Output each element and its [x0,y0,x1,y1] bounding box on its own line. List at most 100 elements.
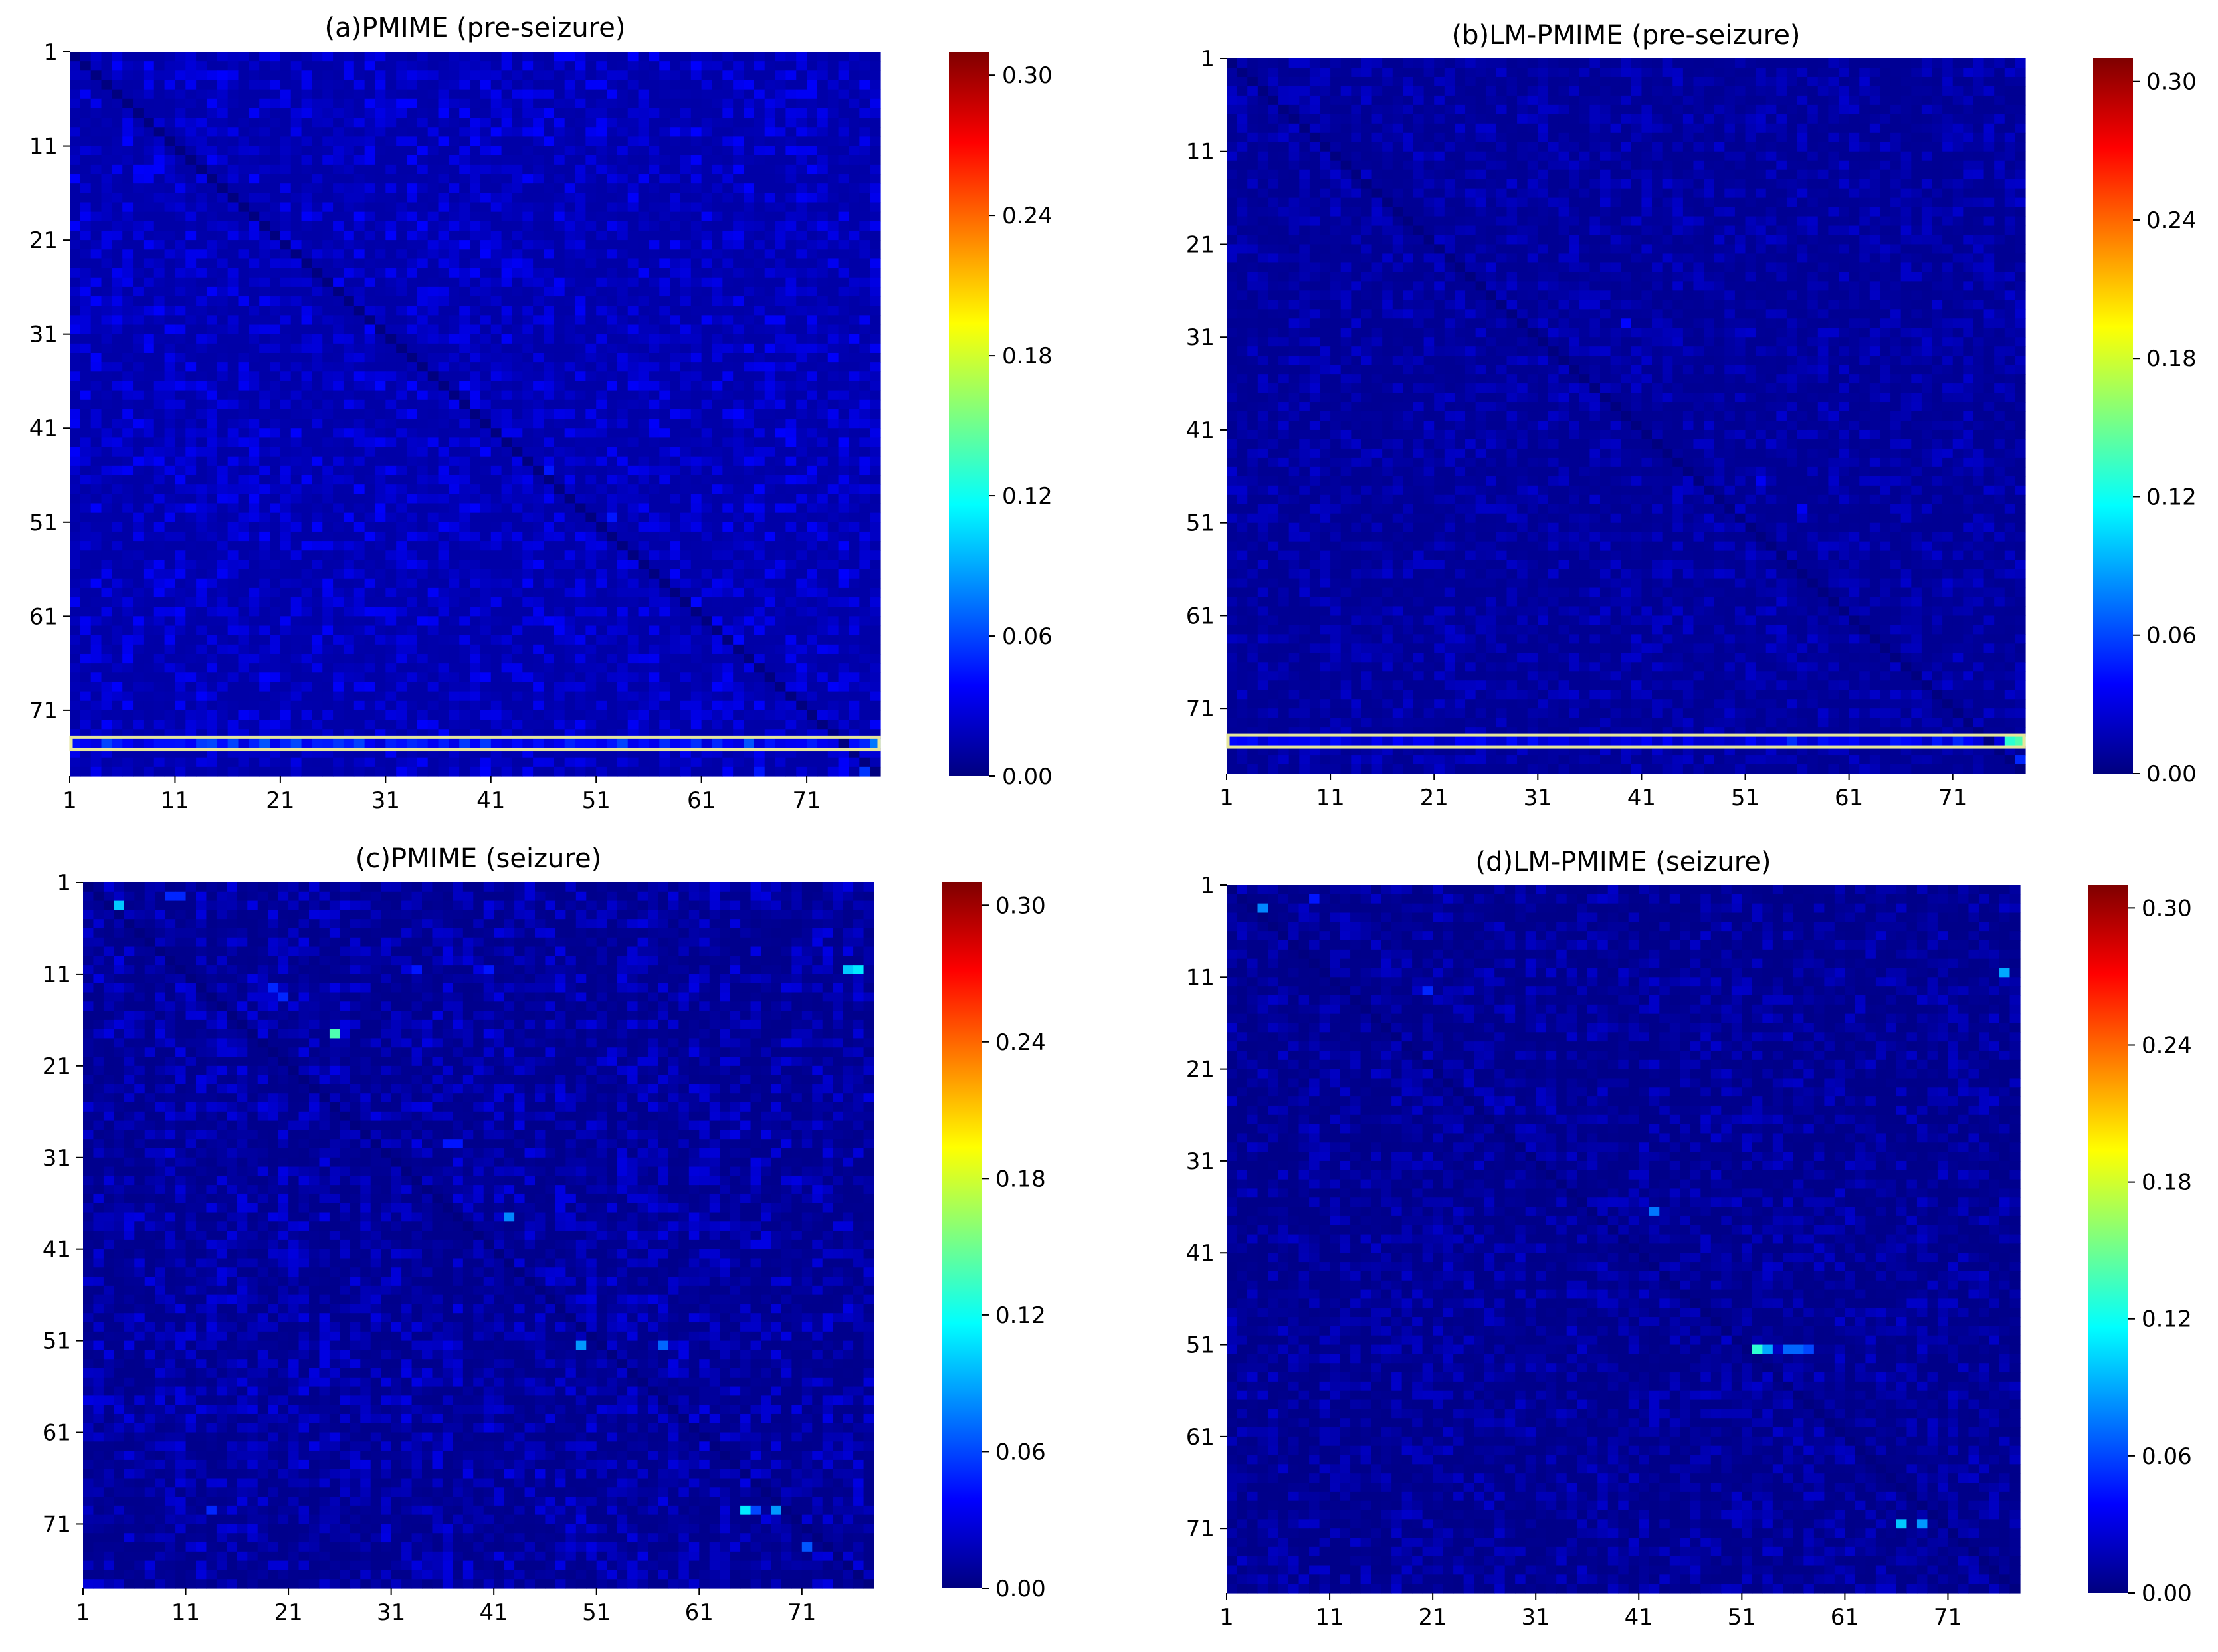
heatmap-cell [185,211,197,222]
heatmap-cell [596,390,607,401]
heatmap-cell [122,569,134,579]
heatmap-cell [859,80,870,90]
heatmap-cell [122,456,134,466]
heatmap-cell [375,277,386,288]
heatmap-cell [280,522,292,532]
heatmap-cell [333,597,344,607]
heatmap-cell [133,61,144,71]
heatmap-cell [817,221,829,231]
heatmap-cell [417,343,429,354]
heatmap-cell [670,465,681,476]
heatmap-cell [470,597,481,607]
heatmap-cell [396,89,407,100]
heatmap-cell [417,352,429,363]
heatmap-cell [533,578,544,589]
heatmap-cell [690,277,702,288]
heatmap-cell [870,155,881,165]
heatmap-cell [522,268,534,278]
heatmap-cell [90,258,102,269]
heatmap-cell [690,569,702,579]
heatmap-cell [312,70,323,81]
heatmap-cell [90,607,102,617]
heatmap-cell [490,587,502,598]
heatmap-cell [333,315,344,326]
heatmap-cell [90,70,102,81]
heatmap-cell [764,118,776,128]
heatmap-cell [564,296,576,306]
heatmap-cell [690,390,702,401]
heatmap-cell [175,475,186,485]
heatmap-cell [638,221,650,231]
heatmap-cell [680,183,692,193]
heatmap-cell [649,381,660,391]
heatmap-cell [375,98,386,109]
heatmap-cell [101,531,112,542]
heatmap-cell [353,644,365,655]
heatmap-cell [343,61,355,71]
heatmap-cell [238,352,249,363]
heatmap-cell [870,390,881,401]
heatmap-cell [733,587,744,598]
heatmap-cell [575,221,586,231]
heatmap-cell [280,183,292,193]
heatmap-cell [459,587,470,598]
heatmap-cell [849,80,860,90]
heatmap-cell [438,428,449,438]
heatmap-cell [122,306,134,316]
heatmap-cell [522,258,534,269]
heatmap-cell [754,249,765,260]
heatmap-cell [680,155,692,165]
heatmap-cell [627,390,639,401]
heatmap-cell [396,512,407,523]
heatmap-cell [701,560,713,570]
heatmap-cell [238,644,249,655]
heatmap-cell [670,531,681,542]
heatmap-cell [101,343,112,354]
heatmap-cell [701,240,713,250]
heatmap-cell [312,240,323,250]
heatmap-cell [543,343,555,354]
heatmap-cell [617,560,629,570]
heatmap-cell [449,127,460,138]
heatmap-cell [238,89,249,100]
heatmap-cell [744,89,755,100]
heatmap-cell [617,334,629,344]
heatmap-cell [417,136,429,147]
heatmap-cell [90,127,102,138]
heatmap-cell [312,258,323,269]
heatmap-cell [449,136,460,147]
heatmap-cell [490,475,502,485]
heatmap-cell [175,277,186,288]
heatmap-cell [407,183,418,193]
heatmap-cell [417,80,429,90]
heatmap-cell [164,550,176,561]
heatmap-cell [838,362,850,372]
heatmap-cell [312,98,323,109]
heatmap-cell [364,625,376,636]
heatmap-cell [312,503,323,514]
heatmap-cell [617,381,629,391]
heatmap-cell [785,560,797,570]
heatmap-cell [385,324,397,335]
heatmap-cell [438,146,449,156]
heatmap-cell [238,456,249,466]
heatmap-cell [627,522,639,532]
heatmap-cell [112,89,123,100]
heatmap-cell [617,306,629,316]
heatmap-cell [564,108,576,118]
heatmap-cell [90,390,102,401]
heatmap-cell [501,80,513,90]
heatmap-cell [564,512,576,523]
heatmap-cell [301,362,313,372]
heatmap-cell [617,399,629,410]
heatmap-cell [785,475,797,485]
heatmap-cell [238,475,249,485]
heatmap-cell [512,193,523,203]
heatmap-cell [227,315,239,326]
heatmap-cell [375,569,386,579]
heatmap-cell [533,89,544,100]
heatmap-cell [90,409,102,419]
heatmap-cell [596,465,607,476]
heatmap-cell [249,127,260,138]
heatmap-cell [227,607,239,617]
